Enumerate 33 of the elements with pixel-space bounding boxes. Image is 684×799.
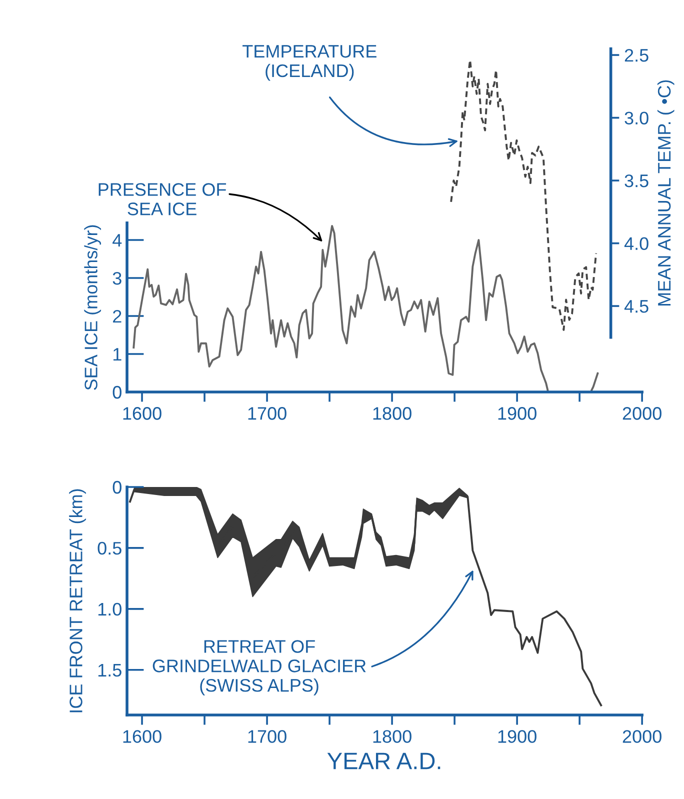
y2-tick-label: 4.5 [624,300,648,313]
y-tick-label: 3 [112,272,122,285]
x-tick-label: 1900 [498,407,536,420]
x-axis-title: YEAR A.D. [327,752,440,770]
y2-tick-label: 4.0 [624,237,648,250]
y2-tick-label: 3.0 [624,112,648,124]
x-tick-label: 1700 [248,407,286,420]
x-tick-label: 1800 [373,407,412,420]
y-axis-title: ICE FRONT RETREAT (km) [69,489,86,712]
annotation: RETREAT OF GRINDELWALD GLACIER (SWISS ALPS) [152,640,366,696]
y-tick-label: 1.5 [98,664,122,677]
y-axis-title: SEA ICE (months/yr) [84,225,102,390]
y-tick-label: 0 [112,480,122,494]
annotation: PRESENCE OF SEA ICE [98,183,226,216]
x-tick-label: 1900 [498,730,536,743]
x-tick-label: 2000 [622,407,662,420]
line-series [450,59,598,331]
y-tick-label: 0.5 [98,542,122,555]
y-tick-label: 0 [112,386,122,399]
x-tick-label: 2000 [622,730,662,743]
y2-tick-label: 2.5 [624,48,648,62]
y-tick-label: 1 [113,348,122,361]
y-tick-label: 2 [113,310,122,323]
y2-tick-label: 3.5 [624,174,648,188]
x-tick-label: 1700 [248,730,286,743]
y-tick-label: 4 [112,234,122,247]
text: TEMPERATURE (ICELAND) [242,45,376,81]
x-tick-label: 1600 [123,730,162,743]
line-series [129,488,602,706]
y-tick-label: 1.0 [98,602,122,616]
x-tick-label: 1600 [123,407,162,420]
x-tick-label: 1800 [373,730,412,743]
y2-axis-title: MEAN ANNUAL TEMP. ( •C) [657,80,674,306]
